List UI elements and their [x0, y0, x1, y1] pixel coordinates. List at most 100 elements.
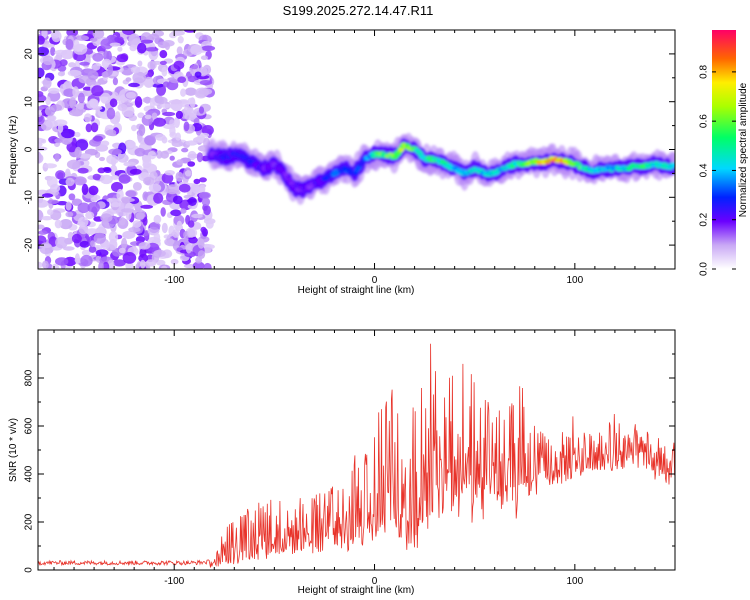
noise-cell	[172, 229, 180, 238]
noise-cell	[191, 213, 203, 219]
noise-cell	[171, 140, 184, 147]
noise-cell	[45, 119, 58, 128]
noise-cell	[68, 193, 76, 201]
colorbar-tick-label: 0.6	[699, 114, 710, 128]
noise-cell	[46, 114, 57, 122]
noise-cell	[65, 211, 74, 218]
noise-cell	[112, 259, 126, 267]
noise-cell	[144, 135, 156, 146]
noise-cell	[142, 157, 152, 167]
noise-cell	[175, 110, 183, 119]
noise-cell	[153, 249, 166, 258]
noise-cell	[38, 151, 42, 163]
noise-cell	[66, 142, 77, 153]
noise-cell	[132, 220, 142, 228]
noise-cell	[190, 44, 203, 56]
noise-cell	[148, 183, 162, 193]
noise-cell	[205, 220, 214, 229]
noise-cell	[55, 257, 69, 266]
noise-cell	[132, 71, 146, 84]
colorbar: 0.0 0.2 0.4 0.6 0.8 Normalized spectral ampl…	[699, 30, 749, 276]
noise-cell	[175, 171, 184, 182]
snr-y-tick-label: 800	[24, 369, 35, 386]
noise-cell	[117, 46, 123, 52]
chart-title: S199.2025.272.14.47.R11	[283, 3, 434, 18]
spectrogram-frame	[37, 29, 676, 270]
noise-cell	[178, 183, 191, 193]
noise-cell	[107, 64, 113, 76]
noise-cell	[144, 114, 152, 120]
noise-cell	[98, 261, 104, 269]
noise-cell	[184, 30, 197, 33]
noise-cell	[54, 49, 68, 56]
colorbar-tick-label: 0.8	[699, 64, 710, 78]
noise-cell	[199, 184, 206, 194]
noise-cell	[169, 131, 177, 138]
noise-cell	[101, 241, 110, 250]
noise-cell	[44, 106, 56, 117]
noise-cell	[140, 259, 146, 269]
noise-cell	[38, 137, 45, 144]
noise-cell	[192, 261, 205, 269]
noise-cell	[54, 138, 63, 144]
noise-cell	[126, 140, 136, 149]
noise-cell	[118, 247, 126, 254]
noise-cell	[38, 35, 45, 45]
snr-x-tick-label: 0	[372, 576, 378, 587]
noise-cell	[50, 184, 61, 193]
noise-cell	[151, 83, 164, 88]
spectrogram-x-tick-label: -100	[164, 275, 184, 286]
noise-cell	[41, 193, 54, 198]
noise-cell	[199, 132, 210, 138]
spectrogram-x-tick-label: 100	[566, 275, 583, 286]
spectrogram-x-axis-label: Height of straight line (km)	[298, 285, 415, 296]
noise-cell	[193, 178, 201, 185]
noise-cell	[121, 237, 128, 250]
noise-cell	[116, 54, 128, 63]
noise-cell	[102, 261, 110, 269]
snr-y-tick-label: 0	[24, 567, 35, 573]
noise-cell	[38, 114, 45, 125]
noise-cell	[142, 97, 153, 104]
noise-cell	[75, 35, 89, 41]
spectrogram-y-tick-label: -20	[24, 237, 35, 252]
noise-cell	[156, 96, 168, 105]
noise-cell	[97, 167, 106, 174]
noise-cell	[153, 192, 164, 204]
noise-cell	[103, 50, 110, 61]
noise-cell	[137, 60, 143, 67]
noise-cell	[145, 259, 157, 267]
noise-cell	[199, 80, 213, 86]
noise-cell	[184, 170, 192, 177]
noise-cell	[55, 170, 66, 180]
noise-cell	[162, 81, 170, 88]
noise-cell	[176, 46, 183, 55]
noise-cell	[196, 152, 203, 163]
colorbar-tick-label: 0.0	[699, 262, 710, 276]
noise-cell	[177, 36, 184, 44]
snr-x-tick-label: -100	[164, 576, 184, 587]
noise-cell	[90, 122, 99, 133]
noise-cell	[119, 217, 126, 226]
spectrogram-y-tick-label: 20	[24, 48, 35, 60]
snr-y-tick-label: 200	[24, 513, 35, 530]
spectrogram-y-tick-label: -10	[24, 190, 35, 205]
noise-cell	[79, 240, 90, 248]
noise-cell	[42, 55, 54, 66]
noise-cell	[59, 59, 68, 67]
snr-panel: -100 0 100 0 200 400 600 800 Height of straight…	[8, 329, 676, 596]
noise-cell	[88, 185, 99, 196]
noise-cell	[69, 97, 77, 109]
noise-cell	[71, 233, 82, 244]
noise-cell	[92, 52, 104, 62]
noise-cell	[55, 236, 68, 249]
snr-plot-area	[38, 330, 675, 570]
noise-cell	[164, 170, 175, 176]
noise-cell	[42, 43, 55, 48]
noise-cell	[100, 92, 111, 104]
noise-cell	[117, 151, 126, 163]
noise-cell	[183, 263, 196, 269]
noise-cell	[125, 91, 136, 99]
noise-cell	[160, 150, 170, 159]
